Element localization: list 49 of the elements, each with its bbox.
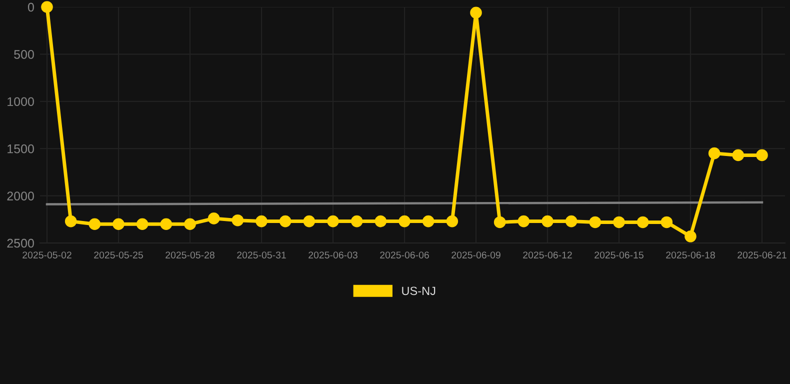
point	[398, 215, 410, 228]
point	[732, 149, 744, 162]
y-tick-label: 1000	[8, 97, 34, 106]
point	[303, 215, 316, 228]
y-tick-label: 0	[28, 2, 34, 12]
y-tick-label: 500	[14, 50, 34, 59]
point	[279, 215, 292, 228]
point	[327, 215, 339, 228]
x-tick-label: 2025-06-15	[594, 252, 644, 258]
point	[160, 218, 172, 230]
point	[422, 215, 434, 228]
legend-label: US-NJ	[402, 286, 436, 296]
point	[518, 215, 530, 228]
point	[660, 216, 673, 228]
point	[374, 215, 387, 228]
x-tick-label: 2025-05-25	[94, 252, 143, 258]
point	[684, 230, 696, 242]
point	[184, 218, 196, 230]
point	[470, 6, 482, 19]
point	[613, 216, 625, 228]
x-tick-label: 2025-06-21	[738, 252, 786, 258]
point	[136, 218, 148, 230]
point	[565, 215, 578, 228]
point	[256, 215, 268, 228]
x-tick-label: 2025-05-28	[166, 252, 214, 258]
point	[112, 218, 124, 230]
point	[208, 212, 220, 224]
point	[88, 218, 101, 230]
point	[446, 215, 458, 228]
y-tick-label: 2000	[7, 192, 34, 200]
point	[232, 214, 244, 226]
point	[542, 215, 554, 228]
x-tick-label: 2025-06-12	[523, 252, 572, 258]
point	[708, 147, 720, 160]
point	[756, 149, 768, 162]
x-tick-label: 2025-06-03	[308, 252, 358, 258]
x-tick-label: 2025-06-09	[452, 252, 500, 258]
x-tick-label: 2025-06-18	[666, 252, 715, 258]
y-tick-label: 1500	[8, 144, 34, 154]
x-tick-label: 2025-05-02	[22, 252, 72, 258]
point	[350, 215, 363, 228]
point	[494, 216, 506, 228]
point	[589, 216, 602, 228]
x-tick-label: 2025-05-31	[237, 252, 286, 258]
point	[41, 1, 53, 13]
y-tick-label: 2500	[7, 238, 34, 248]
point	[64, 215, 77, 228]
x-tick-label: 2025-06-06	[380, 252, 429, 258]
point	[636, 216, 649, 228]
